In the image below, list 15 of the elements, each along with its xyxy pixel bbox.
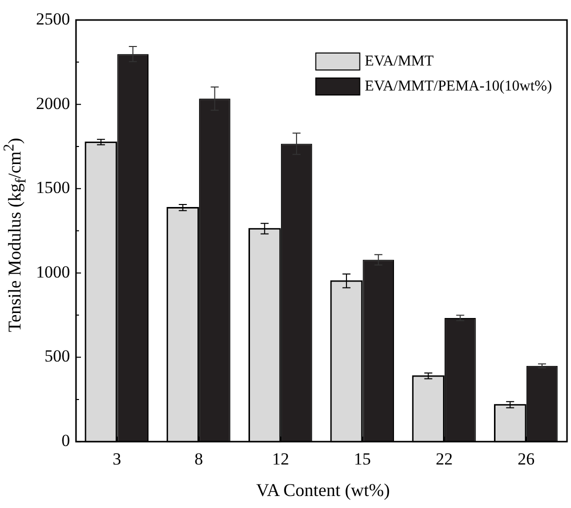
- x-tick-label: 12: [272, 449, 290, 468]
- x-tick-label: 22: [436, 449, 453, 468]
- legend-label: EVA/MMT/PEMA-10(10wt%): [364, 78, 552, 94]
- y-tick-label: 1500: [36, 178, 70, 198]
- x-tick-label: 3: [112, 449, 122, 468]
- y-tick-label: 1000: [36, 262, 70, 282]
- x-tick-label: 8: [194, 449, 203, 468]
- y-tick-label: 2000: [36, 94, 70, 113]
- y-tick-label: 2500: [36, 9, 70, 28]
- y-tick-label: 500: [44, 346, 70, 366]
- legend-label: EVA/MMT: [364, 53, 434, 70]
- x-tick-label: 15: [354, 449, 371, 468]
- x-tick-label: 26: [518, 449, 535, 468]
- x-axis-title: VA Content (wt%): [255, 480, 391, 501]
- y-tick-label: 0: [62, 431, 70, 450]
